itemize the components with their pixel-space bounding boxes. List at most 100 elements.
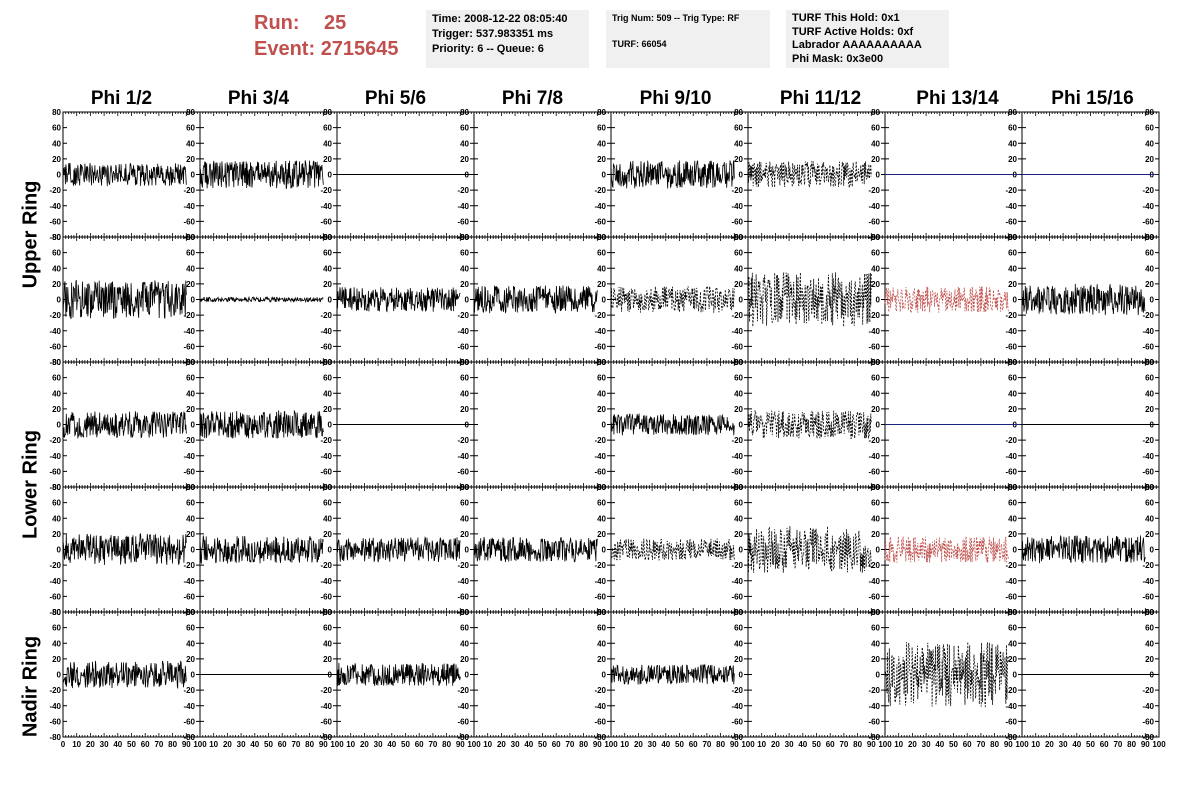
y-tick-label: -60 <box>594 717 606 726</box>
x-tick-label: 100 <box>467 740 481 749</box>
y-tick-label: -40 <box>320 577 332 586</box>
y-tick-label: 60 <box>597 624 606 633</box>
x-tick-label: 80 <box>305 740 314 749</box>
y-tick-label: 0 <box>465 296 470 305</box>
y-tick-label: 0 <box>191 296 196 305</box>
y-tick-label: -40 <box>868 702 880 711</box>
y-tick-label: -40 <box>320 452 332 461</box>
y-tick-label: 60 <box>1008 249 1017 258</box>
waveform-trace <box>200 536 323 564</box>
y-tick-label: 20 <box>52 405 61 414</box>
y-tick-label: 20 <box>460 655 469 664</box>
y-tick-label: -40 <box>594 202 606 211</box>
y-tick-label: 80 <box>52 483 61 492</box>
y-tick-label: -20 <box>594 311 606 320</box>
y-tick-label: -60 <box>457 217 469 226</box>
y-tick-label: 0 <box>328 421 333 430</box>
y-tick-label: -60 <box>457 467 469 476</box>
y-tick-label: 20 <box>871 405 880 414</box>
y-tick-label: 20 <box>460 530 469 539</box>
x-tick-label: 100 <box>193 740 207 749</box>
y-tick-label: -60 <box>183 467 195 476</box>
y-tick-label: -40 <box>731 202 743 211</box>
y-tick-label: 60 <box>734 124 743 133</box>
y-tick-label: 60 <box>734 374 743 383</box>
y-tick-label: 60 <box>186 499 195 508</box>
y-tick-label: -60 <box>320 717 332 726</box>
y-tick-label: 0 <box>191 171 196 180</box>
y-tick-label: 60 <box>1008 124 1017 133</box>
y-tick-label: 40 <box>734 639 743 648</box>
waveform-trace <box>748 272 871 327</box>
y-tick-label: 40 <box>734 514 743 523</box>
y-tick-label: 40 <box>52 264 61 273</box>
y-tick-label: 20 <box>1145 530 1154 539</box>
y-tick-label: -20 <box>320 436 332 445</box>
x-tick-label: 70 <box>702 740 711 749</box>
x-tick-label: 10 <box>483 740 492 749</box>
x-tick-label: 20 <box>497 740 506 749</box>
y-tick-label: 40 <box>323 139 332 148</box>
x-tick-label: 50 <box>675 740 684 749</box>
y-tick-label: 20 <box>52 280 61 289</box>
y-tick-label: 20 <box>1008 405 1017 414</box>
y-tick-label: -60 <box>1142 342 1154 351</box>
y-tick-label: 0 <box>1150 546 1155 555</box>
y-tick-label: 0 <box>739 296 744 305</box>
y-tick-label: 60 <box>1145 249 1154 258</box>
y-tick-label: 20 <box>323 530 332 539</box>
y-tick-label: 60 <box>52 124 61 133</box>
y-tick-label: 0 <box>1013 296 1018 305</box>
y-tick-label: 40 <box>186 264 195 273</box>
y-tick-label: 0 <box>876 171 881 180</box>
y-tick-label: 20 <box>734 405 743 414</box>
y-tick-label: -40 <box>457 202 469 211</box>
y-tick-label: -20 <box>320 186 332 195</box>
x-tick-label: 50 <box>538 740 547 749</box>
waveform-trace <box>63 534 186 565</box>
x-tick-label: 40 <box>113 740 122 749</box>
y-tick-label: 40 <box>1008 514 1017 523</box>
y-tick-label: 40 <box>186 514 195 523</box>
y-tick-label: -60 <box>731 467 743 476</box>
y-tick-label: -60 <box>320 217 332 226</box>
waveform-trace <box>611 286 734 312</box>
y-tick-label: -60 <box>731 342 743 351</box>
y-tick-label: 40 <box>1145 264 1154 273</box>
x-tick-label: 10 <box>346 740 355 749</box>
y-tick-label: 60 <box>52 249 61 258</box>
waveform-trace <box>885 536 1008 562</box>
y-tick-label: -40 <box>183 702 195 711</box>
y-tick-label: 40 <box>597 514 606 523</box>
x-tick-label: 90 <box>730 740 739 749</box>
y-tick-label: 60 <box>323 374 332 383</box>
y-tick-label: -60 <box>457 342 469 351</box>
y-tick-label: 60 <box>1008 499 1017 508</box>
y-tick-label: 20 <box>734 530 743 539</box>
y-tick-label: 80 <box>52 358 61 367</box>
y-tick-label: 60 <box>323 624 332 633</box>
y-tick-label: -20 <box>1005 186 1017 195</box>
y-tick-label: -60 <box>183 592 195 601</box>
y-tick-label: -20 <box>731 311 743 320</box>
panel-frame <box>748 362 885 487</box>
y-tick-label: 20 <box>734 155 743 164</box>
y-tick-label: -60 <box>868 467 880 476</box>
y-tick-label: -40 <box>1142 327 1154 336</box>
y-tick-label: 20 <box>186 280 195 289</box>
y-tick-label: -20 <box>594 186 606 195</box>
y-tick-label: -40 <box>1142 577 1154 586</box>
y-tick-label: -20 <box>868 186 880 195</box>
x-tick-label: 50 <box>264 740 273 749</box>
y-tick-label: 0 <box>328 171 333 180</box>
y-tick-label: -60 <box>731 592 743 601</box>
x-tick-label: 10 <box>72 740 81 749</box>
y-tick-label: -60 <box>868 717 880 726</box>
y-tick-label: -20 <box>320 686 332 695</box>
y-tick-label: -20 <box>594 561 606 570</box>
x-tick-label: 50 <box>401 740 410 749</box>
y-tick-label: 0 <box>739 671 744 680</box>
y-tick-label: -40 <box>731 577 743 586</box>
y-tick-label: -20 <box>49 186 61 195</box>
waveform-trace <box>611 161 734 189</box>
